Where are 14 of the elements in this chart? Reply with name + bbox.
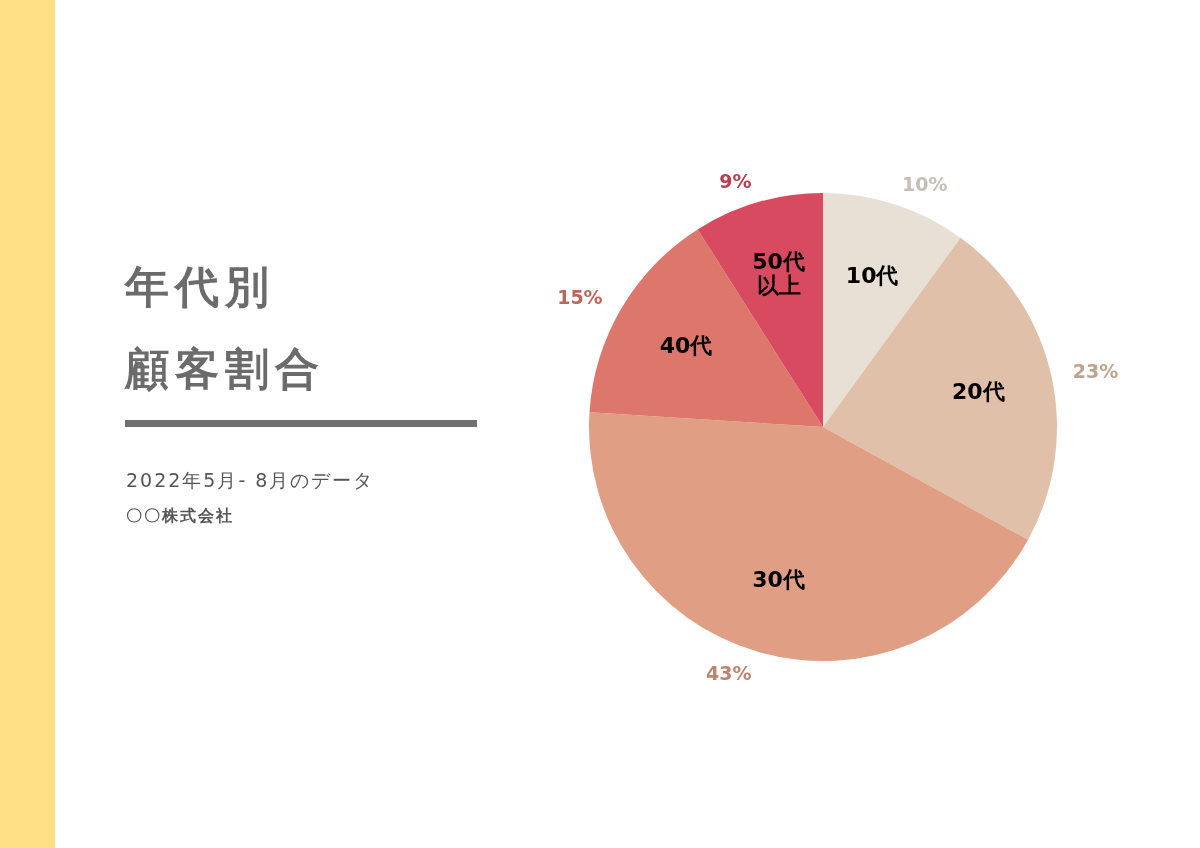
slice-label: 50代以上	[751, 249, 806, 299]
slice-label: 40代	[658, 333, 714, 358]
slice-label: 20代	[950, 379, 1006, 405]
data-label: 10%	[902, 172, 948, 195]
data-label: 9%	[719, 170, 752, 193]
slice-label: 10代	[844, 262, 900, 288]
data-label: 15%	[557, 285, 603, 308]
text: 2022年5月- 8月のデータ	[126, 468, 375, 493]
slice-label: 30代	[751, 566, 806, 592]
data-label: 43%	[706, 661, 752, 684]
data-label: 23%	[1072, 360, 1119, 383]
text: 〇〇株式会社	[126, 506, 234, 527]
text: 年代別	[125, 260, 276, 314]
text: 顧客割合	[125, 342, 325, 396]
